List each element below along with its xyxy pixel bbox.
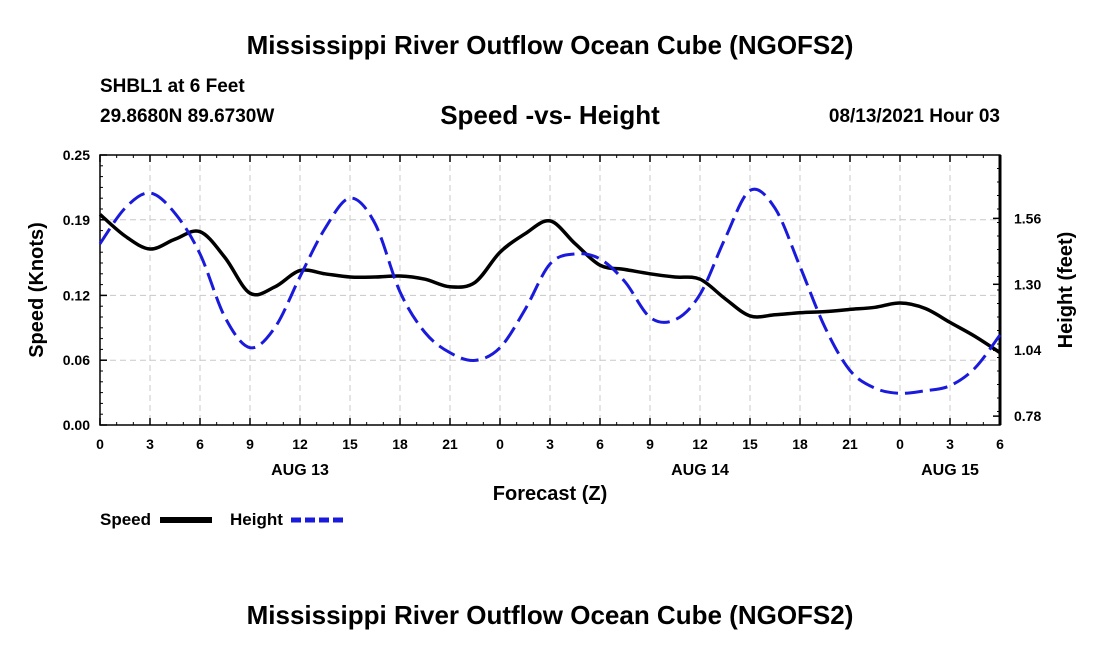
y2-tick-label: 1.30: [1014, 276, 1041, 292]
series-line-speed: [98, 213, 1001, 355]
legend-speed-label: Speed: [100, 510, 151, 529]
x-tick-label: 18: [392, 436, 408, 452]
y-tick-label: 0.12: [63, 287, 90, 303]
x-tick-label: 0: [496, 436, 504, 452]
y-tick-label: 0.19: [63, 212, 90, 228]
data-series: [98, 187, 1002, 395]
y2-axis-label: Height (feet): [1055, 232, 1077, 349]
date-label: AUG 13: [271, 462, 329, 479]
date-label: AUG 15: [921, 462, 979, 479]
series-line-height: [98, 187, 1002, 395]
x-tick-label: 9: [246, 436, 254, 452]
footer-title: Mississippi River Outflow Ocean Cube (NG…: [246, 600, 854, 630]
legend-height-label: Height: [230, 510, 283, 529]
x-tick-label: 0: [896, 436, 904, 452]
x-tick-label: 3: [546, 436, 554, 452]
axis-ticks: 0 3 6 9 12 15 18 21 0 3 6 9 12 15 18 21 0 3 6 AUG 13 AUG 14 A…: [63, 147, 1042, 479]
y2-tick-label: 0.78: [1014, 408, 1041, 424]
x-tick-label: 6: [196, 436, 204, 452]
y-tick-label: 0.00: [63, 417, 90, 433]
chart-subtitle: Speed -vs- Height: [440, 100, 660, 130]
x-axis-label: Forecast (Z): [493, 483, 607, 505]
x-tick-label: 3: [946, 436, 954, 452]
x-tick-label: 9: [646, 436, 654, 452]
legend: Speed Height: [100, 510, 343, 529]
y-axis-label: Speed (Knots): [26, 222, 48, 358]
chart-main-title: Mississippi River Outflow Ocean Cube (NG…: [246, 30, 854, 60]
station-coordinates: 29.8680N 89.6730W: [100, 106, 275, 127]
x-tick-label: 6: [596, 436, 604, 452]
y-tick-label: 0.25: [63, 147, 90, 163]
y2-tick-label: 1.04: [1014, 342, 1041, 358]
x-tick-label: 0: [96, 436, 104, 452]
x-tick-label: 12: [292, 436, 308, 452]
x-tick-label: 21: [842, 436, 858, 452]
forecast-datetime: 08/13/2021 Hour 03: [828, 106, 1000, 127]
x-tick-label: 15: [742, 436, 758, 452]
x-tick-label: 21: [442, 436, 458, 452]
station-label: SHBL1 at 6 Feet: [100, 76, 245, 97]
date-label: AUG 14: [671, 462, 729, 479]
x-tick-label: 15: [342, 436, 358, 452]
x-tick-label: 12: [692, 436, 708, 452]
x-tick-label: 3: [146, 436, 154, 452]
y2-tick-label: 1.56: [1014, 210, 1041, 226]
x-tick-label: 6: [996, 436, 1004, 452]
y-tick-label: 0.06: [63, 352, 90, 368]
x-tick-label: 18: [792, 436, 808, 452]
